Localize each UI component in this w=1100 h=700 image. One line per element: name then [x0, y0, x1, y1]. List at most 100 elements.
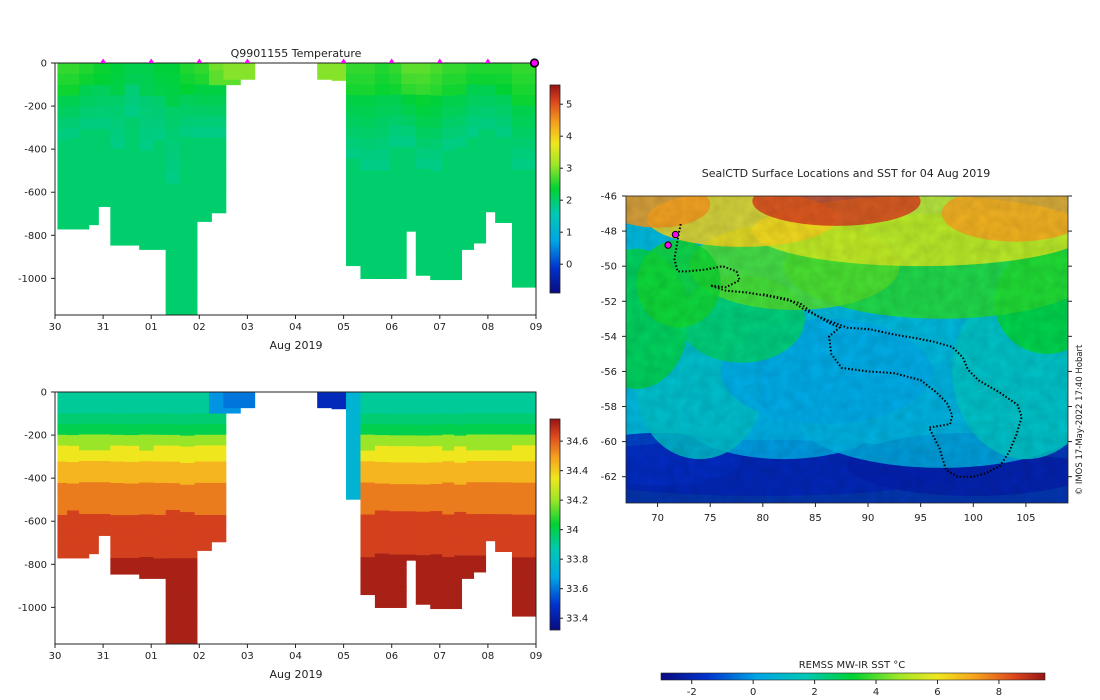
sst-map-panel: SealCTD Surface Locations and SST for 04…	[601, 167, 1085, 698]
salinity-cell	[139, 567, 172, 574]
salinity-cell	[194, 440, 227, 447]
salinity-cell	[478, 524, 511, 531]
map-x-tick-label: 85	[809, 513, 822, 524]
temperature-cell	[165, 238, 198, 250]
salinity-cell	[194, 424, 227, 431]
salinity-cell	[93, 503, 126, 510]
salinity-cell	[511, 450, 536, 457]
salinity-cell	[194, 461, 227, 468]
salinity-cell	[511, 525, 536, 532]
salinity-cell	[110, 499, 143, 506]
salinity-cell	[194, 456, 227, 463]
sst-cbar-tick-label: 0	[750, 687, 756, 698]
temperature-cell	[165, 304, 198, 315]
x-tick-label: 06	[385, 651, 398, 662]
temperature-cell	[495, 84, 527, 96]
salinity-cell	[374, 591, 407, 598]
salinity-cell	[454, 550, 487, 557]
salinity-cell	[165, 601, 198, 608]
salinity-cell	[93, 439, 126, 446]
temperature-cell	[223, 73, 256, 80]
salinity-cell	[511, 498, 536, 505]
sal-cbar-tick-label: 33.6	[566, 584, 588, 595]
imos-credit: © IMOS 17-May-2022 17:40 Hobart	[1075, 344, 1085, 495]
salinity-cell	[93, 455, 126, 462]
salinity-cell	[495, 445, 527, 452]
temperature-cell	[93, 107, 126, 119]
salinity-cell	[194, 514, 227, 521]
salinity-cell	[495, 413, 527, 420]
surface-marker	[196, 58, 203, 63]
salinity-cell	[93, 450, 126, 457]
temperature-cell	[194, 159, 227, 171]
salinity-cell	[93, 392, 126, 398]
salinity-cell	[194, 450, 227, 457]
salinity-cell	[495, 530, 527, 537]
salinity-cell	[495, 477, 527, 483]
temperature-cell	[93, 118, 126, 130]
salinity-cell	[93, 460, 126, 467]
salinity-cell	[110, 568, 143, 575]
temperature-cell	[110, 191, 143, 203]
temperature-cell	[93, 173, 126, 185]
salinity-cell	[165, 590, 198, 597]
salinity-cell	[478, 439, 511, 446]
salinity-cell	[93, 524, 126, 531]
map-y-tick-label: -54	[601, 332, 617, 343]
temperature-cell	[67, 213, 99, 226]
salinity-cell	[430, 586, 463, 593]
temperature-y-axis: 0 -200 -400 -600 -800 -1000	[18, 59, 55, 285]
surface-marker	[148, 58, 155, 63]
salinity-cell	[93, 514, 126, 520]
salinity-cell	[139, 557, 172, 563]
temperature-cell	[374, 267, 407, 279]
salinity-cell	[511, 509, 536, 516]
temperature-cell	[93, 151, 126, 163]
salinity-cell	[511, 520, 536, 526]
salinity-cell	[180, 544, 212, 551]
temperature-cell	[208, 77, 241, 86]
temperature-cell	[110, 212, 143, 225]
temperature-section-panel: Q9901155 Temperature 30 31 01 02 03 04 05 06 07 0…	[18, 47, 572, 352]
sst-texture	[626, 196, 1068, 503]
latest-profile-marker	[529, 58, 540, 68]
salinity-cell	[495, 461, 527, 467]
temperature-cell	[511, 244, 536, 256]
salinity-cell	[194, 504, 227, 511]
salinity-cell	[67, 537, 99, 544]
salinity-cell	[495, 540, 527, 547]
temp-cbar-tick-label: 3	[566, 164, 572, 175]
salinity-cell	[495, 439, 527, 446]
salinity-cell	[93, 476, 126, 483]
temperature-cell	[93, 74, 126, 86]
sal-cbar-tick-label: 33.8	[566, 555, 588, 566]
temperature-x-axis-label: Aug 2019	[270, 339, 323, 352]
salinity-cell	[442, 572, 475, 579]
seal-track	[673, 223, 1023, 478]
temperature-cell	[180, 210, 212, 222]
salinity-cell	[495, 450, 527, 457]
x-tick-label: 04	[289, 322, 302, 333]
salinity-cell	[194, 488, 227, 495]
salinity-cell	[495, 392, 527, 398]
salinity-cell	[511, 504, 536, 510]
salinity-cell	[165, 558, 198, 565]
salinity-cell	[93, 508, 126, 515]
map-y-tick-label: -48	[601, 227, 617, 238]
surface-marker	[484, 58, 491, 63]
salinity-cell	[495, 407, 527, 414]
salinity-cell	[165, 606, 198, 613]
salinity-cell	[374, 558, 407, 565]
temperature-cell	[93, 195, 126, 207]
salinity-cell	[165, 585, 198, 591]
salinity-cell	[511, 424, 536, 430]
temperature-cell	[511, 116, 536, 128]
temperature-cell	[511, 127, 536, 139]
temperature-cell	[454, 232, 487, 244]
temperature-cell	[93, 140, 126, 152]
salinity-cell	[165, 563, 198, 570]
salinity-cell	[478, 434, 511, 441]
temperature-cell	[495, 126, 527, 138]
salinity-cell	[478, 487, 511, 494]
temperature-cell	[511, 84, 536, 96]
